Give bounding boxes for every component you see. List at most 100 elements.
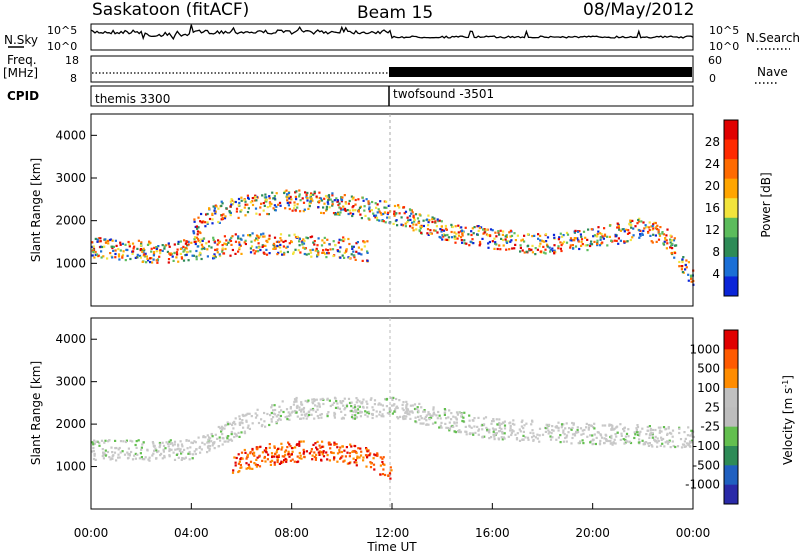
data-pixel — [586, 238, 589, 241]
data-pixel — [296, 455, 299, 458]
data-pixel — [162, 450, 165, 453]
data-pixel — [101, 245, 104, 249]
data-pixel — [368, 210, 371, 213]
data-pixel — [240, 252, 243, 255]
data-pixel — [482, 232, 485, 235]
data-pixel — [608, 224, 612, 227]
data-pixel — [281, 446, 284, 449]
data-pixel — [143, 253, 146, 256]
data-pixel — [434, 220, 437, 223]
data-pixel — [180, 256, 183, 259]
data-pixel — [250, 245, 254, 248]
data-pixel — [661, 232, 664, 235]
data-pixel — [587, 426, 591, 429]
data-pixel — [454, 416, 457, 419]
data-pixel — [393, 212, 396, 215]
data-pixel — [576, 230, 580, 233]
data-pixel — [355, 464, 358, 467]
data-pixel — [613, 438, 616, 441]
data-pixel — [206, 255, 209, 258]
data-pixel — [656, 441, 659, 444]
data-pixel — [186, 244, 189, 247]
data-pixel — [385, 398, 388, 401]
data-pixel — [472, 232, 475, 235]
data-pixel — [142, 251, 145, 254]
data-pixel — [414, 420, 417, 423]
data-pixel — [617, 225, 620, 228]
data-pixel — [213, 240, 216, 243]
data-pixel — [611, 426, 614, 429]
data-pixel — [251, 203, 255, 207]
data-pixel — [485, 426, 488, 429]
data-pixel — [368, 206, 371, 209]
data-pixel — [177, 260, 180, 263]
data-pixel — [415, 228, 418, 231]
data-pixel — [501, 421, 505, 424]
data-pixel — [376, 218, 379, 222]
data-pixel — [287, 191, 291, 194]
data-pixel — [507, 240, 510, 243]
data-pixel — [114, 439, 117, 442]
data-pixel — [320, 416, 323, 419]
data-pixel — [288, 242, 291, 245]
data-pixel — [234, 200, 237, 204]
data-pixel — [638, 432, 641, 435]
data-pixel — [557, 247, 560, 250]
data-pixel — [499, 229, 502, 232]
data-pixel — [97, 254, 100, 257]
data-pixel — [170, 252, 173, 255]
data-pixel — [173, 443, 176, 446]
data-pixel — [300, 408, 304, 411]
data-pixel — [288, 443, 291, 446]
data-pixel — [419, 227, 422, 230]
data-pixel — [150, 250, 153, 253]
data-pixel — [455, 421, 458, 424]
data-pixel — [286, 199, 289, 202]
data-pixel — [351, 198, 354, 201]
data-pixel — [140, 456, 143, 459]
data-pixel — [339, 457, 342, 460]
data-pixel — [690, 277, 693, 280]
data-pixel — [375, 415, 378, 418]
data-pixel — [276, 419, 280, 422]
data-pixel — [415, 407, 418, 411]
data-pixel — [366, 411, 369, 414]
data-pixel — [146, 257, 149, 260]
data-pixel — [258, 213, 261, 216]
data-pixel — [355, 416, 359, 419]
data-pixel — [610, 437, 613, 440]
data-pixel — [126, 451, 129, 454]
data-pixel — [379, 200, 382, 203]
data-pixel — [601, 241, 604, 244]
data-pixel — [309, 251, 313, 254]
data-pixel — [688, 440, 692, 443]
data-pixel — [294, 195, 297, 198]
data-pixel — [201, 441, 204, 444]
data-pixel — [202, 436, 205, 439]
data-pixel — [333, 456, 336, 459]
data-pixel — [164, 244, 167, 247]
data-pixel — [189, 250, 192, 253]
data-pixel — [411, 226, 414, 229]
data-pixel — [362, 398, 365, 401]
data-pixel — [246, 211, 250, 214]
data-pixel — [669, 431, 672, 435]
data-pixel — [351, 245, 354, 248]
data-pixel — [157, 245, 160, 248]
freq-panel-frame — [90, 55, 694, 83]
data-pixel — [376, 453, 379, 456]
data-pixel — [676, 445, 680, 448]
data-pixel — [332, 212, 336, 215]
data-pixel — [188, 450, 191, 454]
data-pixel — [522, 430, 525, 433]
data-pixel — [281, 253, 284, 256]
data-pixel — [589, 434, 592, 437]
data-pixel — [671, 440, 674, 443]
data-pixel — [241, 419, 244, 422]
data-pixel — [221, 250, 224, 253]
nsearch-tick-top: 10^5 — [709, 24, 739, 37]
data-pixel — [599, 238, 602, 241]
data-pixel — [386, 212, 389, 216]
data-pixel — [245, 467, 248, 470]
data-pixel — [186, 447, 189, 450]
